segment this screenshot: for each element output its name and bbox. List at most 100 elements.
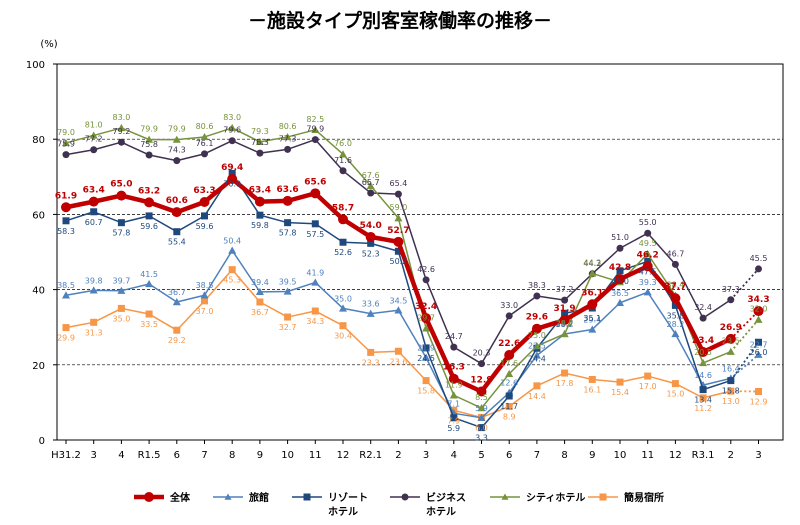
- data-point: [256, 149, 264, 157]
- data-point: [283, 132, 292, 141]
- legend-label: 旅館: [249, 491, 269, 504]
- data-label: 33.7: [556, 319, 574, 328]
- data-label: 63.3: [193, 186, 215, 196]
- data-label: 76.3: [251, 138, 269, 147]
- data-point: [366, 181, 375, 190]
- data-label: 35.0: [334, 294, 352, 303]
- series-line: [65, 268, 731, 419]
- data-point: [422, 276, 430, 284]
- data-label: 22.5: [528, 341, 546, 350]
- data-label: 3.3: [475, 434, 488, 443]
- data-point: [311, 278, 320, 286]
- data-point: [670, 293, 681, 304]
- data-point: [116, 190, 127, 201]
- data-point: [62, 138, 70, 147]
- data-label: 38.5: [57, 281, 75, 290]
- data-point: [117, 123, 126, 132]
- data-point: [367, 189, 375, 197]
- data-point: [478, 360, 485, 368]
- data-label: 24.7: [445, 332, 463, 341]
- data-label: 52.3: [362, 249, 380, 258]
- data-label: 24.4: [528, 354, 546, 363]
- data-point: [561, 309, 569, 317]
- data-point: [588, 325, 597, 333]
- data-label: 45.3: [223, 276, 241, 285]
- data-point: [89, 286, 98, 294]
- data-point: [144, 197, 155, 208]
- data-point: [616, 244, 624, 252]
- data-point: [311, 125, 320, 133]
- data-point: [698, 347, 709, 358]
- data-label: 31.9: [553, 304, 575, 314]
- data-point: [422, 353, 431, 361]
- y-unit-label: (%): [40, 39, 57, 50]
- data-label: 36.1: [581, 288, 603, 298]
- data-point: [365, 231, 376, 242]
- data-point: [256, 298, 264, 306]
- data-label: 39.8: [85, 276, 103, 285]
- x-tick-label: 10: [614, 450, 627, 461]
- x-tick-label: 11: [641, 450, 654, 461]
- data-point: [172, 135, 181, 143]
- data-label: 39.3: [639, 278, 657, 287]
- data-label: 23.4: [692, 336, 714, 346]
- data-label: 33.0: [500, 301, 518, 310]
- data-label: 79.3: [251, 127, 269, 136]
- x-tick-label: 6: [174, 450, 180, 461]
- data-label: 29.4: [583, 315, 601, 324]
- data-point: [394, 306, 403, 314]
- data-point: [228, 169, 236, 177]
- data-label: 22.7: [750, 341, 768, 350]
- data-point: [476, 386, 487, 397]
- data-point: [367, 348, 375, 356]
- data-point: [587, 299, 598, 310]
- data-label: 6.0: [475, 423, 488, 432]
- legend-marker: [599, 493, 607, 501]
- data-label: 79.6: [223, 126, 241, 135]
- data-point: [616, 378, 624, 386]
- data-point: [339, 167, 347, 175]
- x-tick-label: 9: [257, 450, 263, 461]
- data-label: 20.3: [473, 349, 491, 358]
- data-point: [145, 310, 153, 318]
- data-label: 83.0: [223, 113, 241, 122]
- data-point: [477, 404, 486, 412]
- x-tick-label: 7: [534, 450, 540, 461]
- data-label: 58.3: [57, 227, 75, 236]
- data-point: [754, 315, 763, 323]
- data-label: 60.6: [166, 196, 188, 206]
- data-point: [228, 246, 237, 254]
- data-label: 79.9: [168, 125, 186, 134]
- data-label: 14.4: [528, 392, 546, 401]
- data-point: [561, 369, 569, 377]
- data-label: 55.4: [168, 238, 186, 247]
- data-label: 80.6: [279, 122, 297, 131]
- data-point: [90, 208, 98, 216]
- legend-label: リゾートホテル: [328, 491, 368, 518]
- x-tick-label: 8: [561, 450, 567, 461]
- data-label: 15.0: [666, 390, 684, 399]
- data-label: 44.3: [583, 258, 601, 267]
- data-point: [727, 377, 735, 385]
- data-label: 59.6: [140, 222, 158, 231]
- data-label: 79.9: [140, 125, 158, 134]
- legend-marker: [224, 493, 232, 500]
- data-label: 25.0: [528, 331, 546, 340]
- legend-label: ビジネスホテル: [426, 491, 466, 518]
- data-label: 35.1: [583, 314, 601, 323]
- data-point: [505, 369, 514, 378]
- x-tick-label: H31.2: [51, 450, 81, 461]
- data-point: [339, 322, 347, 330]
- data-point: [753, 306, 764, 317]
- x-tick-label: 3: [755, 450, 761, 461]
- data-label: 5.9: [447, 424, 460, 433]
- data-point: [201, 150, 208, 158]
- data-label: 17.6: [500, 359, 518, 368]
- data-point: [644, 229, 652, 237]
- data-label: 37.2: [556, 285, 574, 294]
- data-point: [62, 291, 70, 299]
- data-point: [255, 137, 264, 146]
- x-tick-label: 3: [91, 450, 97, 461]
- data-point: [254, 196, 265, 207]
